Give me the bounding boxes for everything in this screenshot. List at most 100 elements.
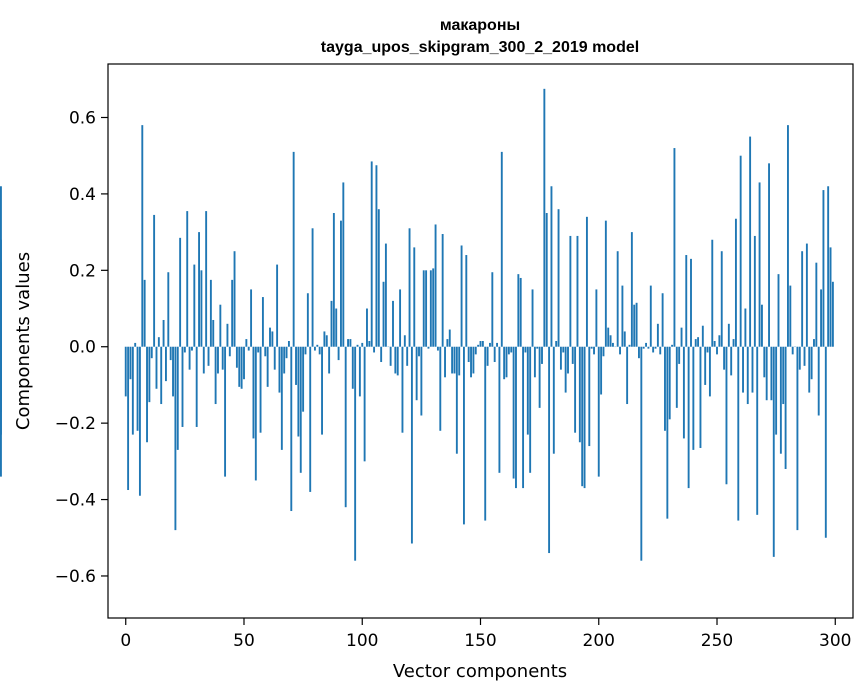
bar — [302, 346, 305, 412]
bar — [439, 346, 442, 431]
bar — [638, 346, 640, 359]
bar-series — [0, 88, 834, 561]
bar — [732, 339, 735, 347]
bar — [749, 136, 752, 347]
bar — [394, 346, 397, 374]
bar — [500, 151, 503, 347]
bar — [687, 346, 690, 489]
bar — [583, 346, 586, 489]
bar — [758, 182, 761, 347]
bar — [328, 346, 331, 374]
bar — [448, 329, 451, 347]
bar — [753, 235, 756, 347]
bar — [150, 346, 153, 359]
bar — [489, 342, 491, 347]
bar — [664, 346, 666, 431]
bar — [595, 289, 598, 347]
bar — [287, 341, 290, 347]
bar — [619, 346, 621, 355]
bar — [465, 255, 468, 347]
bar — [413, 247, 416, 347]
bar — [801, 251, 804, 347]
bar — [668, 346, 671, 420]
bar — [649, 285, 652, 347]
bar — [782, 346, 785, 405]
x-tick-label: 300 — [819, 631, 851, 651]
bar — [491, 272, 494, 347]
chart-title: макароны — [440, 17, 520, 34]
bar — [233, 251, 236, 347]
bar — [536, 346, 539, 349]
bar — [219, 304, 222, 347]
bar — [240, 346, 243, 389]
bar — [765, 346, 768, 401]
bar — [392, 300, 394, 347]
bar — [505, 346, 508, 378]
bar — [720, 251, 723, 347]
bar — [567, 346, 569, 374]
bar — [254, 346, 257, 481]
bar — [616, 251, 619, 347]
bar — [640, 346, 643, 561]
bar — [531, 289, 534, 347]
bar — [309, 346, 312, 492]
bar — [526, 346, 529, 435]
bar — [557, 209, 560, 347]
y-axis-label: Components values — [13, 252, 34, 430]
bar — [630, 232, 633, 347]
bar — [375, 165, 378, 347]
bar — [146, 346, 148, 443]
bar — [295, 346, 297, 385]
bar — [205, 211, 208, 347]
bar — [593, 346, 595, 355]
bar — [238, 346, 241, 387]
bar — [585, 216, 588, 347]
bar — [446, 339, 449, 347]
bar — [410, 346, 413, 544]
x-tick-label: 50 — [233, 631, 255, 651]
bar — [529, 346, 532, 473]
bar — [789, 285, 792, 347]
bar — [165, 346, 167, 382]
bar — [330, 300, 333, 347]
bar — [522, 346, 525, 489]
bar — [212, 319, 215, 347]
bar — [510, 346, 513, 353]
bar — [820, 289, 823, 347]
bar — [600, 346, 603, 395]
bar — [628, 344, 631, 347]
bar — [157, 337, 160, 347]
bar — [493, 346, 496, 363]
bar — [633, 304, 636, 347]
bar — [555, 341, 558, 347]
bar — [779, 346, 782, 454]
bar — [578, 346, 581, 443]
bar — [321, 346, 323, 435]
bar — [285, 346, 288, 359]
bar — [543, 88, 546, 347]
bar — [136, 346, 139, 431]
bar — [399, 289, 402, 347]
bar — [370, 161, 373, 347]
bar — [647, 346, 650, 349]
bar — [415, 346, 418, 401]
bar — [524, 346, 527, 353]
bar — [250, 289, 253, 347]
bar — [427, 346, 430, 349]
y-tick-label: −0.2 — [55, 414, 96, 434]
bar — [498, 346, 501, 473]
bar — [138, 346, 141, 496]
bar — [226, 323, 229, 347]
bar — [552, 346, 555, 454]
bar — [318, 346, 321, 355]
bar — [271, 331, 274, 347]
bar — [169, 346, 172, 361]
bar — [496, 342, 498, 347]
bar — [396, 346, 399, 376]
bar — [519, 277, 522, 347]
y-tick-label: 0.2 — [69, 261, 96, 281]
bar — [711, 239, 714, 347]
bar — [609, 335, 612, 347]
bar — [420, 346, 423, 416]
